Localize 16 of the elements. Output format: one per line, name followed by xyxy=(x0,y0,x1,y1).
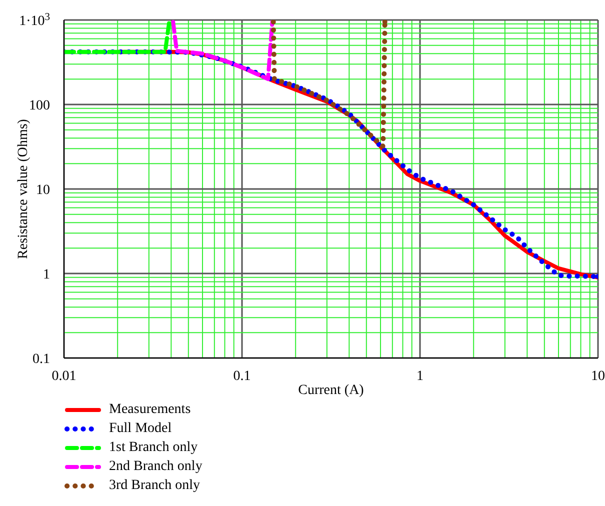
y-tick-label: 0.1 xyxy=(32,352,50,367)
y-tick-label: 100 xyxy=(29,98,50,114)
y-axis-title: Resistance value (Ohms) xyxy=(16,118,31,259)
x-tick-label: 0.01 xyxy=(52,369,76,384)
legend-label: Full Model xyxy=(109,420,172,436)
legend-label: Measurements xyxy=(109,402,191,418)
y-tick-label: 1·10$^{3}$ xyxy=(19,12,50,29)
legend-label: 3rd Branch only xyxy=(109,478,200,494)
legend-label: 1st Branch only xyxy=(109,440,198,456)
x-tick-label: 0.1 xyxy=(233,369,251,384)
y-tick-label: 1 xyxy=(43,268,50,282)
y-tick-label: 10 xyxy=(36,183,50,198)
x-axis-title: Current (A) xyxy=(298,383,364,398)
x-tick-label: 1 xyxy=(416,369,424,384)
legend-label: 2nd Branch only xyxy=(109,458,202,474)
x-tick-label: 10 xyxy=(591,369,605,384)
